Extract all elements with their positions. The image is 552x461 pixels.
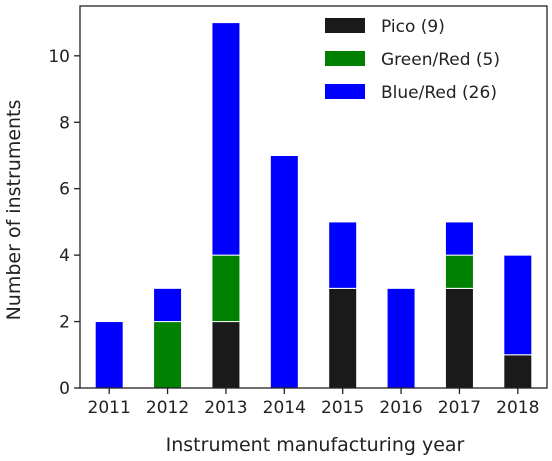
x-tick-label: 2012 [146, 398, 189, 418]
bars-layer [94, 22, 533, 389]
bar-2017-series-2 [444, 221, 474, 256]
bar-2017-series-0 [444, 287, 474, 389]
plot-frame [79, 5, 548, 389]
bar-2013-series-1 [211, 254, 241, 323]
legend-label-2: Blue/Red (26) [381, 83, 497, 103]
bar-2012-series-1 [153, 321, 183, 389]
legend-label-0: Pico (9) [381, 17, 445, 37]
y-tick-label: 10 [48, 47, 70, 67]
x-tick-label: 2015 [321, 398, 364, 418]
legend-label-1: Green/Red (5) [381, 50, 500, 70]
y-axis-title: Number of instruments [3, 100, 25, 321]
y-tick-label: 0 [59, 379, 70, 399]
y-tick-label: 8 [59, 113, 70, 133]
axes-layer: 0 2 4 6 8 10 2011 2012 2013 2014 2015 2016 2017 2018 [48, 5, 548, 418]
bar-2013-series-2 [211, 22, 241, 256]
y-tick-label: 6 [59, 180, 70, 200]
legend-swatch-1 [325, 51, 365, 66]
bar-2011-series-2 [94, 321, 124, 389]
y-tick-label: 2 [59, 313, 70, 333]
x-tick-label: 2017 [438, 398, 481, 418]
x-tick-label: 2018 [496, 398, 539, 418]
legend-swatch-0 [325, 18, 365, 33]
legend-swatch-2 [325, 84, 365, 99]
legend: Pico (9) Green/Red (5) Blue/Red (26) [325, 17, 500, 103]
x-tick-label: 2011 [88, 398, 131, 418]
x-axis-title: Instrument manufacturing year [166, 434, 465, 456]
x-tick-label: 2013 [204, 398, 247, 418]
bar-2018-series-0 [503, 354, 533, 389]
bar-2016-series-2 [386, 287, 416, 389]
y-tick-label: 4 [59, 246, 70, 266]
bar-2018-series-2 [503, 254, 533, 356]
bar-2015-series-2 [328, 221, 358, 289]
bar-2015-series-0 [328, 287, 358, 389]
x-tick-label: 2014 [263, 398, 306, 418]
x-tick-label: 2016 [379, 398, 422, 418]
bar-2012-series-2 [153, 287, 183, 323]
bar-2014-series-2 [269, 154, 299, 389]
bar-2013-series-0 [211, 321, 241, 389]
bar-2017-series-1 [444, 254, 474, 289]
